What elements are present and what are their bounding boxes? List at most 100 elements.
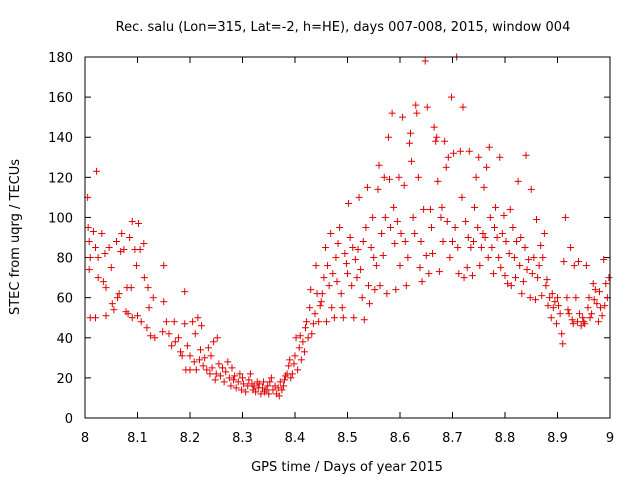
data-point [329,270,337,278]
y-tick-label: 180 [48,51,73,66]
data-point [219,364,227,372]
data-point [266,378,274,386]
data-point [151,334,159,342]
data-point [358,294,366,302]
data-point [307,286,315,294]
data-point [128,314,136,322]
data-point [328,304,336,312]
data-point [582,262,590,270]
data-point [472,173,480,181]
data-point [317,298,325,306]
data-point [170,318,178,326]
data-point [458,193,466,201]
data-point [430,123,438,131]
data-point [297,356,305,364]
data-point [590,296,598,304]
data-point [206,370,214,378]
data-point [312,262,320,270]
data-point [245,376,253,384]
data-point [292,334,300,342]
data-point [500,211,508,219]
data-point [279,382,287,390]
data-point [225,374,233,382]
data-point [387,223,395,231]
data-point [345,199,353,207]
data-point [315,318,323,326]
data-point [367,244,375,252]
data-point [181,320,189,328]
data-point [265,390,273,398]
data-point [160,298,168,306]
data-point [285,362,293,370]
data-point [85,266,93,274]
data-point [585,294,593,302]
data-point [274,384,282,392]
data-point [573,318,581,326]
data-point [366,300,374,308]
data-point [390,203,398,211]
data-point [145,304,153,312]
data-point [525,256,533,264]
data-point [101,250,109,258]
x-tick-label: 8.6 [390,431,411,446]
data-point [462,217,470,225]
data-point [383,290,391,298]
data-point [489,270,497,278]
data-point [181,288,189,296]
data-point [94,274,102,282]
data-point [337,290,345,298]
data-point [432,137,440,145]
data-point [598,312,606,320]
data-point [311,310,319,318]
data-point [501,272,509,280]
data-point [321,244,329,252]
data-point [523,266,531,274]
data-point [533,215,540,223]
data-point [258,384,266,392]
data-point [308,330,316,338]
data-point [359,238,367,246]
data-point [212,370,220,378]
data-point [128,217,136,225]
data-point [392,286,400,294]
data-point [405,139,413,147]
x-tick-label: 8 [81,431,89,446]
data-point [543,276,551,284]
data-point [455,270,463,278]
y-tick-label: 120 [48,171,73,186]
data-point [168,342,176,350]
data-point [102,284,110,292]
data-point [174,334,182,342]
data-point [423,103,431,111]
data-point [438,203,446,211]
data-point [418,278,426,286]
data-point [570,262,578,270]
data-point [198,322,206,330]
data-point [422,252,430,260]
data-point [349,244,357,252]
data-point [127,284,135,292]
x-axis-label: GPS time / Days of year 2015 [251,460,443,475]
data-point [341,250,349,258]
data-point [360,316,368,324]
data-point [372,262,380,270]
data-point [506,205,514,213]
data-point [576,310,584,318]
data-point [230,376,238,384]
data-point [327,229,335,237]
data-point [528,270,536,278]
data-point [227,382,235,390]
data-point [286,356,294,364]
data-point [374,185,382,193]
data-point [216,372,224,380]
y-tick-label: 100 [48,211,73,226]
data-point [527,185,535,193]
data-point [318,290,326,298]
data-point [384,133,392,141]
data-point [581,320,589,328]
data-point [92,244,99,252]
data-point [288,370,296,378]
data-point [548,290,556,298]
data-point [264,382,272,390]
data-point [177,348,185,356]
